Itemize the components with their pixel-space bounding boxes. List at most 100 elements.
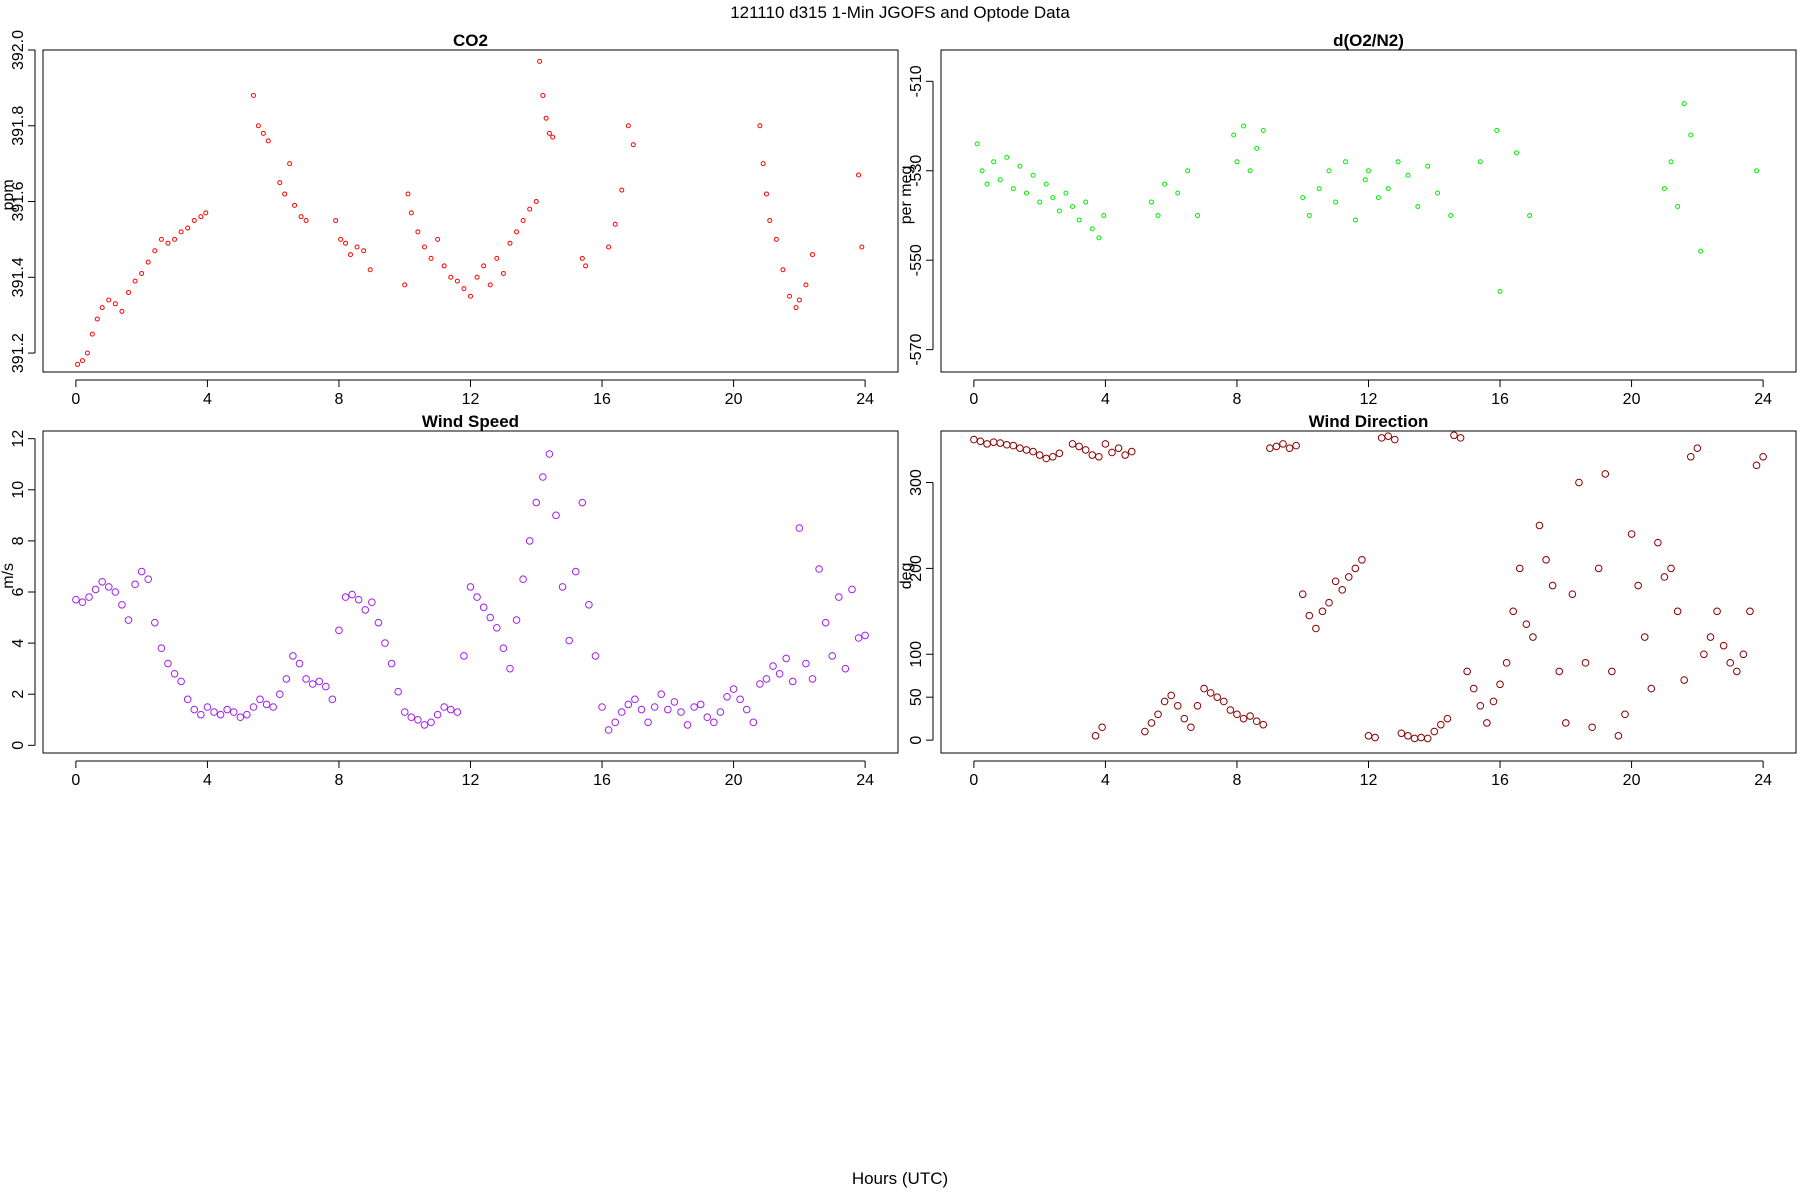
wind-speed-data-point (282, 675, 291, 683)
wind-speed-x-tick-label: 16 (593, 772, 611, 789)
o2n2-data-point (1661, 186, 1667, 192)
co2-data-point (152, 248, 158, 254)
o2n2-data-point (1070, 204, 1076, 210)
co2-data-point (106, 297, 112, 303)
wind-speed-data-point (315, 677, 324, 686)
co2-data-point (856, 172, 862, 178)
wind-speed-data-point (157, 644, 166, 653)
wind-speed-data-point (394, 687, 402, 696)
wind-speed-data-point (703, 713, 712, 722)
o2n2-data-point (1076, 217, 1082, 223)
wind-direction-data-point (983, 440, 991, 448)
wind-speed-data-point (446, 705, 455, 714)
wind-speed-y-tick-label: 10 (10, 481, 27, 499)
wind-direction-data-point (1423, 734, 1432, 743)
co2-data-point (333, 217, 339, 223)
wind-direction-data-point (1640, 633, 1649, 641)
wind-direction-y-tick-label: 50 (908, 688, 925, 706)
co2-data-point (172, 236, 178, 242)
co2-data-point (527, 206, 533, 212)
co2-data-point (546, 130, 552, 136)
co2-data-point (773, 236, 779, 242)
co2-title: CO2 (453, 31, 488, 50)
co2-y-tick-label: 391.6 (10, 181, 27, 221)
wind-direction-data-point (1430, 727, 1439, 736)
o2n2-data-point (1342, 159, 1348, 165)
wind-speed-data-point (762, 675, 771, 683)
wind-speed-data-point (302, 675, 310, 683)
co2-data-point (810, 252, 815, 258)
wind-direction-data-point (1483, 719, 1491, 727)
wind-speed-data-point (631, 695, 639, 704)
wind-direction-data-point (1752, 461, 1761, 470)
co2-x-tick-label: 24 (856, 391, 874, 408)
wind-speed-data-point (348, 590, 356, 599)
wind-speed-data-point (453, 708, 462, 716)
co2-data-point (630, 142, 636, 148)
wind-speed-data-point (131, 580, 139, 589)
wind-direction-data-point (1450, 431, 1458, 440)
o2n2-data-point (1477, 159, 1483, 165)
wind-speed-data-point (197, 710, 205, 719)
wind-speed-data-point (289, 652, 297, 660)
o2n2-data-point (1668, 159, 1674, 165)
o2n2-x-tick-label: 24 (1754, 391, 1772, 408)
co2-data-point (145, 259, 151, 265)
wind-speed-data-point (854, 634, 863, 642)
wind-direction-data-point (1358, 556, 1366, 564)
co2-data-point (260, 130, 266, 136)
co2-data-point (139, 271, 145, 277)
wind-speed-x-tick-label: 24 (856, 772, 874, 789)
wind-speed-x-tick-label: 12 (462, 772, 480, 789)
wind-direction-y-axis-label: deg (898, 563, 915, 590)
wind-direction-x-tick-label: 20 (1623, 772, 1641, 789)
wind-speed-data-point (644, 718, 652, 727)
o2n2-data-point (991, 159, 997, 165)
co2-data-point (112, 301, 118, 307)
co2-data-point (165, 240, 171, 246)
co2-data-point (537, 58, 543, 64)
wind-direction-data-point (1759, 452, 1767, 461)
wind-direction-data-point (1654, 538, 1662, 547)
o2n2-y-tick-label: -510 (908, 65, 925, 97)
o2n2-data-point (1688, 132, 1694, 138)
co2-x-tick-label: 12 (462, 391, 480, 408)
wind-speed-data-point (466, 583, 475, 591)
wind-direction-data-point (1621, 710, 1629, 719)
o2n2-data-point (1155, 212, 1161, 218)
wind-direction-data-point (1154, 710, 1162, 719)
wind-direction-data-point (1673, 607, 1682, 616)
wind-direction-y-tick-label: 200 (908, 555, 925, 582)
co2-data-point (343, 240, 349, 246)
wind-speed-y-tick-label: 12 (10, 430, 27, 448)
wind-direction-x-tick-label: 24 (1754, 772, 1772, 789)
wind-direction-y-tick-label: 100 (908, 641, 925, 668)
o2n2-x-tick-label: 20 (1623, 391, 1641, 408)
wind-direction-data-point (1502, 659, 1511, 667)
wind-speed-data-point (420, 721, 429, 729)
o2n2-title: d(O2/N2) (1333, 31, 1404, 50)
wind-speed-data-point (769, 662, 777, 670)
wind-speed-data-point (802, 659, 810, 668)
wind-direction-data-point (1463, 667, 1471, 676)
o2n2-y-tick-label: -530 (908, 155, 925, 187)
wind-speed-plot-frame (42, 430, 899, 754)
wind-speed-data-point (637, 705, 646, 714)
wind-direction-data-point (1121, 451, 1129, 459)
co2-data-point (540, 92, 546, 98)
wind-direction-data-point (1055, 449, 1064, 458)
o2n2-data-point (1162, 181, 1168, 187)
wind-speed-data-point (571, 567, 580, 576)
co2-data-point (287, 161, 293, 167)
co2-x-tick-label: 0 (71, 391, 80, 408)
wind-direction-x-tick-label: 8 (1233, 772, 1242, 789)
co2-data-point (89, 331, 95, 337)
wind-speed-data-point (690, 703, 698, 711)
o2n2-data-point (1043, 181, 1049, 187)
o2n2-data-point (1326, 168, 1332, 174)
wind-speed-data-point (368, 598, 376, 607)
wind-speed-data-point (742, 705, 751, 714)
wind-speed-data-point (216, 710, 225, 719)
co2-data-point (803, 282, 809, 288)
